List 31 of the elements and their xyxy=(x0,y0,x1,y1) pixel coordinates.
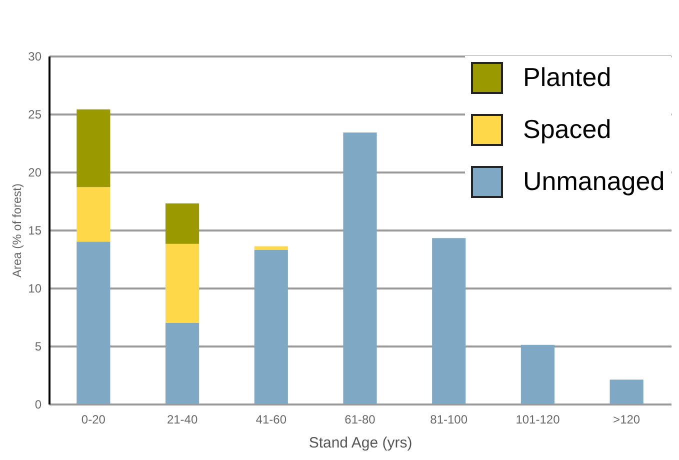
y-tick-label: 25 xyxy=(28,108,42,122)
x-tick-label: 101-120 xyxy=(516,412,560,426)
bar xyxy=(76,187,110,242)
legend-label: Spaced xyxy=(523,114,612,144)
bar xyxy=(76,109,110,188)
y-tick-label: 15 xyxy=(28,224,42,238)
bar xyxy=(432,238,466,404)
y-tick-label: 0 xyxy=(34,398,42,412)
legend-label: Planted xyxy=(523,62,612,92)
y-axis-title: Area (% of forest) xyxy=(10,183,24,278)
y-tick-label: 10 xyxy=(28,282,42,296)
bar xyxy=(165,203,200,244)
legend-label: Unmanaged xyxy=(523,166,665,196)
bar xyxy=(76,242,110,404)
bar xyxy=(343,132,377,404)
y-tick-label: 20 xyxy=(28,166,42,180)
x-tick-label: 41-60 xyxy=(256,412,287,426)
y-tick-label: 30 xyxy=(28,50,42,64)
bar xyxy=(165,322,200,404)
x-tick-label: 21-40 xyxy=(166,412,198,426)
bar xyxy=(254,250,288,404)
x-axis-title: Stand Age (yrs) xyxy=(308,434,412,452)
bar xyxy=(610,380,644,404)
x-tick-label: 0-20 xyxy=(81,412,106,426)
y-tick-label: 5 xyxy=(34,340,42,354)
x-tick-label: >120 xyxy=(613,412,640,426)
bar xyxy=(254,246,288,250)
x-tick-label: 81-100 xyxy=(430,412,468,426)
bar xyxy=(165,244,200,323)
x-tick-label: 61-80 xyxy=(344,412,376,426)
bar xyxy=(520,344,555,404)
